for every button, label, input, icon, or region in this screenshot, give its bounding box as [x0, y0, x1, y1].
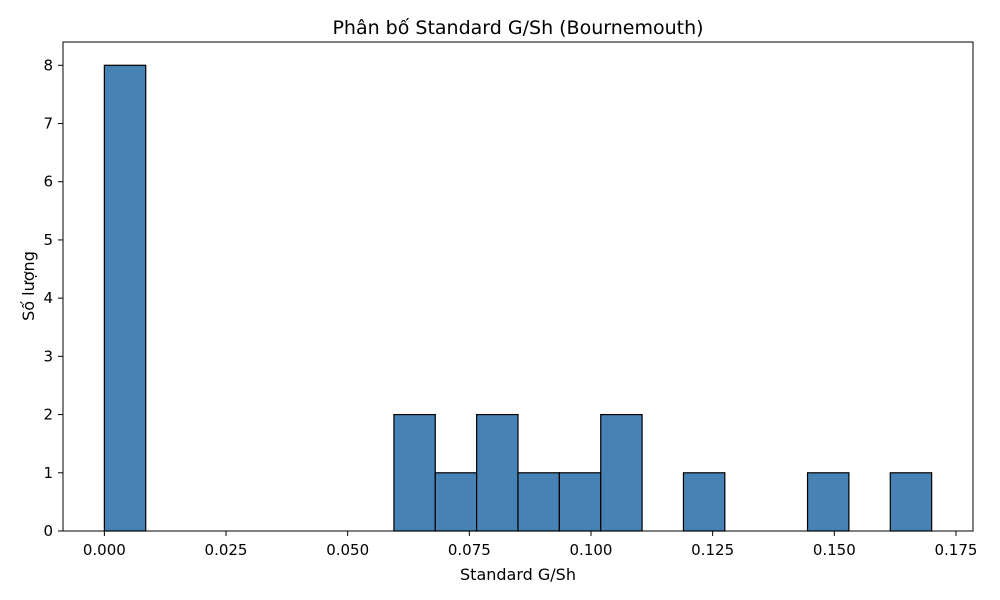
- y-tick-label: 8: [43, 56, 53, 74]
- y-tick-label: 3: [43, 347, 53, 365]
- x-tick-label: 0.100: [570, 541, 613, 559]
- histogram-bar: [476, 413, 519, 532]
- y-tick-label: 4: [43, 289, 53, 307]
- y-tick-label: 7: [43, 115, 53, 133]
- histogram-bar: [682, 472, 726, 532]
- histogram-bar: [600, 413, 643, 532]
- x-axis: 0.000 0.025 0.050 0.075 0.100 0.125 0.150 0.175: [83, 531, 977, 559]
- y-tick-label: 0: [43, 522, 53, 540]
- x-tick-label: 0.150: [813, 541, 856, 559]
- plot-frame: [62, 41, 974, 532]
- histogram-bar: [558, 472, 602, 532]
- x-tick-label: 0.175: [934, 541, 977, 559]
- y-tick-label: 5: [43, 231, 53, 249]
- x-axis-title: Standard G/Sh: [460, 565, 576, 584]
- y-tick-label: 2: [43, 406, 53, 424]
- y-tick-label: 1: [43, 464, 53, 482]
- bar-group: [103, 64, 933, 532]
- histogram-bar: [103, 64, 147, 532]
- x-tick-label: 0.000: [83, 541, 126, 559]
- x-tick-label: 0.125: [691, 541, 734, 559]
- x-tick-label: 0.025: [205, 541, 248, 559]
- histogram-bar: [517, 472, 560, 532]
- y-axis: 0 1 2 3 4 5 6 7 8: [43, 56, 63, 540]
- histogram-bar: [434, 472, 478, 532]
- histogram-bar: [889, 472, 933, 532]
- chart-title: Phân bố Standard G/Sh (Bournemouth): [332, 17, 703, 39]
- x-tick-label: 0.075: [448, 541, 491, 559]
- y-axis-title: Số lượng: [19, 251, 38, 321]
- histogram-bar: [393, 413, 436, 532]
- x-tick-label: 0.050: [326, 541, 369, 559]
- y-tick-label: 6: [43, 173, 53, 191]
- histogram-bar: [806, 472, 850, 532]
